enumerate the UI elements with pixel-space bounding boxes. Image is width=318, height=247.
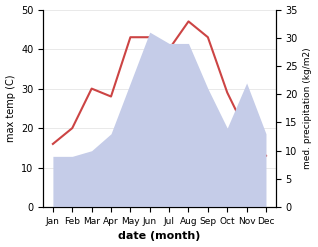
- Y-axis label: med. precipitation (kg/m2): med. precipitation (kg/m2): [303, 48, 313, 169]
- X-axis label: date (month): date (month): [118, 231, 201, 242]
- Y-axis label: max temp (C): max temp (C): [5, 75, 16, 142]
